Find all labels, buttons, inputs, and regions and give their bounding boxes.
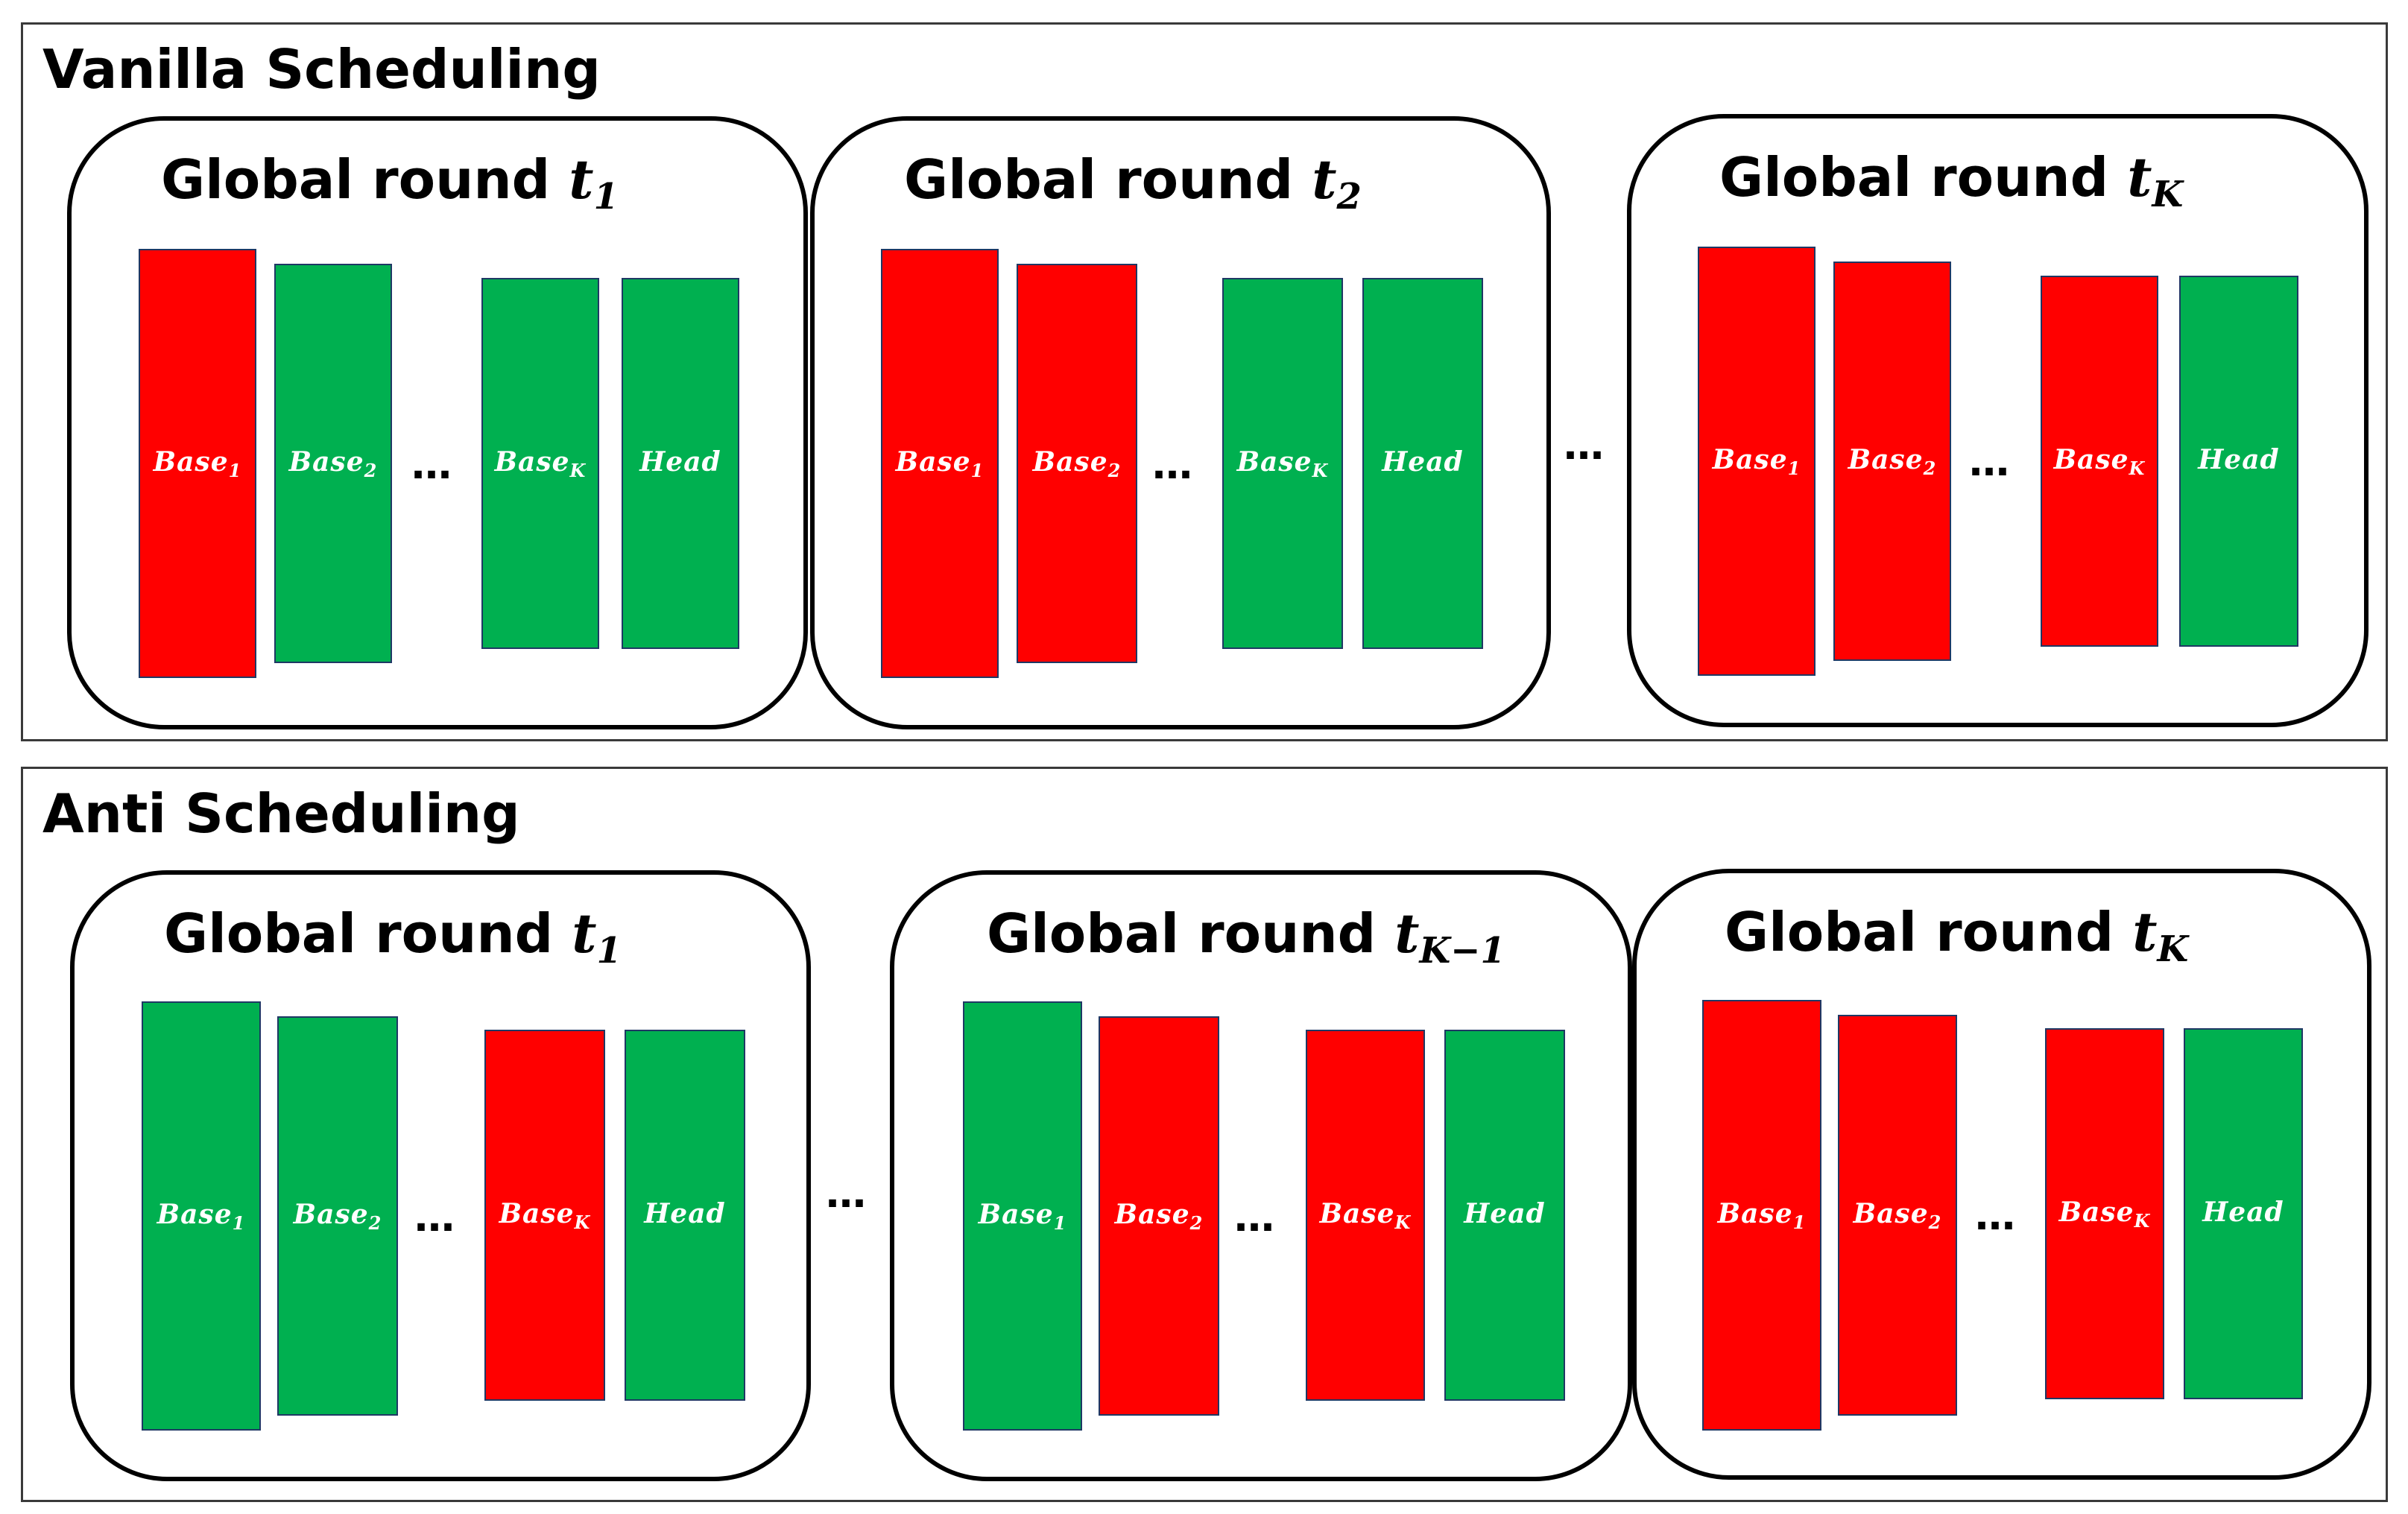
block-label: Base1 [978,1198,1067,1234]
block-label: BaseK [1319,1197,1412,1233]
ellipsis: … [1152,441,1192,488]
model-block: Base1 [139,249,256,678]
model-block: Base2 [277,1016,398,1416]
model-block: Base2 [274,264,392,663]
model-block: Base2 [1017,264,1137,663]
model-block: Base1 [963,1001,1082,1431]
model-block: Base1 [142,1001,261,1431]
block-label: BaseK [2053,443,2146,479]
model-block: BaseK [484,1030,605,1401]
block-label: BaseK [1236,446,1329,481]
ellipsis: … [1969,438,2009,485]
model-block: BaseK [2045,1028,2164,1399]
block-label: Head [639,446,721,478]
block-label: Head [644,1197,726,1229]
model-block: Base1 [1702,1000,1821,1431]
block-label: Base2 [1848,443,1937,479]
round-subscript: K [2152,174,2184,215]
block-label: BaseK [494,446,587,481]
block-label: Head [1464,1197,1546,1229]
round-label: Global round [904,148,1294,211]
round-variable: t [2127,145,2152,209]
round-subscript: 2 [1336,176,1362,218]
model-block: Base2 [1099,1016,1219,1416]
model-block: Head [622,278,739,649]
block-label: Head [1382,446,1464,478]
ellipsis: … [1564,422,1604,469]
block-label: Base1 [1717,1197,1807,1233]
ellipsis: … [411,441,452,488]
model-block: Head [2184,1028,2303,1399]
model-block: Head [1362,278,1483,649]
round-title: Global round tK [1725,900,2188,970]
ellipsis: … [826,1170,866,1217]
round-subscript: 1 [596,930,622,972]
model-block: Head [625,1030,745,1401]
round-variable: t [1312,148,1337,211]
round-title: Global round t2 [904,148,1362,218]
block-label: BaseK [2058,1196,2151,1232]
model-block: BaseK [1306,1030,1425,1401]
round-subscript: K−1 [1419,930,1505,972]
round-variable: t [572,902,597,965]
model-block: Base1 [1698,247,1816,676]
block-label: Base2 [1032,446,1122,481]
block-label: Base1 [1712,443,1801,479]
block-label: Head [2202,1196,2284,1228]
round-variable: t [2132,900,2158,963]
round-variable: t [1394,902,1420,965]
panel-title: Anti Scheduling [42,782,520,845]
block-label: Base1 [157,1198,246,1234]
block-label: Base2 [293,1198,382,1234]
round-label: Global round [161,148,551,211]
block-label: Base2 [1114,1198,1204,1234]
ellipsis: … [1234,1194,1274,1241]
round-variable: t [569,148,594,211]
block-label: BaseK [499,1197,591,1233]
block-label: Base1 [895,446,985,481]
round-label: Global round [987,902,1377,965]
round-label: Global round [1719,146,2109,209]
ellipsis: … [414,1194,455,1241]
model-block: Head [2179,276,2298,647]
round-subscript: K [2157,928,2189,970]
round-title: Global round tK [1719,145,2183,215]
round-title: Global round tK−1 [987,902,1505,972]
model-block: BaseK [481,278,599,649]
round-label: Global round [164,902,554,965]
round-label: Global round [1725,901,2114,963]
block-label: Base1 [153,446,242,481]
round-title: Global round t1 [161,148,619,218]
block-label: Base2 [288,446,378,481]
model-block: Head [1444,1030,1565,1401]
ellipsis: … [1975,1192,2015,1239]
panel-title: Vanilla Scheduling [42,38,601,101]
round-title: Global round t1 [164,902,622,972]
block-label: Base2 [1853,1197,1942,1233]
model-block: Base2 [1833,262,1951,661]
round-subscript: 1 [593,176,619,218]
model-block: Base1 [881,249,999,678]
model-block: BaseK [1222,278,1343,649]
model-block: BaseK [2041,276,2158,647]
model-block: Base2 [1838,1015,1957,1416]
block-label: Head [2198,443,2280,475]
